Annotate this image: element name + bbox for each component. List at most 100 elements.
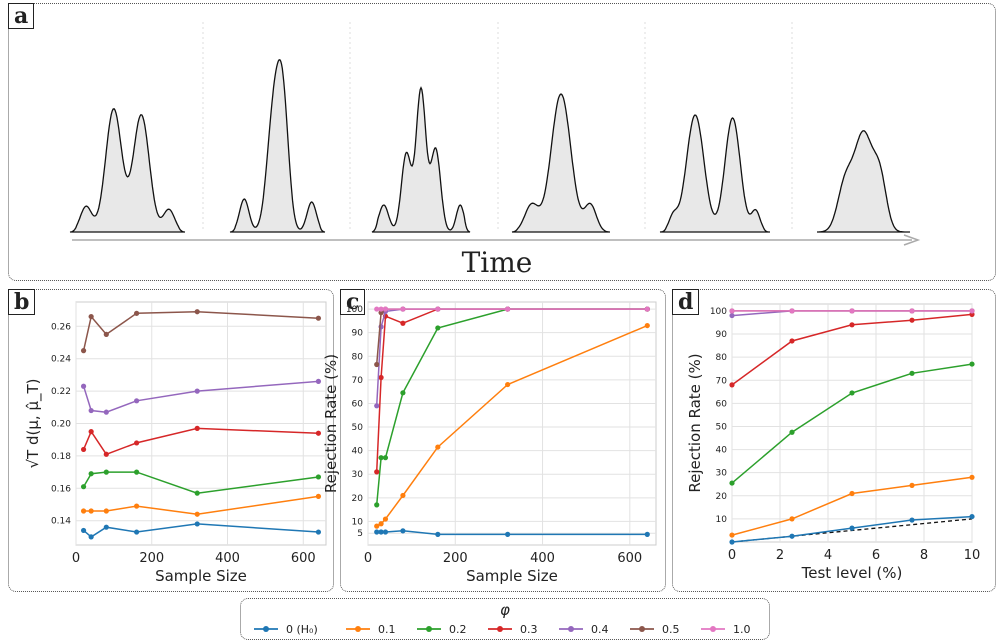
data-point [374, 403, 380, 409]
y-tick-label: 60 [716, 399, 728, 409]
data-point [194, 511, 200, 517]
data-point [134, 440, 140, 446]
data-point [729, 539, 735, 545]
data-point [789, 338, 795, 344]
data-point [909, 308, 915, 314]
x-tick-label: 600 [291, 551, 316, 566]
rejection-vs-sample-chart: 0 200 400 600 5 10 20 30 40 50 60 70 80 90 100 Sample S… [322, 301, 657, 585]
data-point [374, 361, 380, 368]
y-tick-label: 90 [716, 330, 728, 340]
panel-label-b: b [8, 289, 36, 315]
data-point [378, 306, 384, 312]
data-point [729, 532, 735, 538]
data-point [400, 528, 406, 534]
data-point [435, 325, 441, 331]
y-axis-label: Rejection Rate (%) [322, 354, 340, 493]
data-point [435, 306, 441, 312]
density-curve [69, 108, 186, 233]
data-point [103, 508, 109, 514]
data-point [80, 446, 87, 453]
data-point [378, 455, 384, 461]
x-axis-label: Sample Size [466, 567, 558, 585]
legend-item-label: 0.1 [378, 623, 396, 636]
data-point [435, 444, 441, 450]
series-line [82, 310, 319, 351]
y-tick-label: 70 [716, 376, 728, 386]
time-arrow-head [903, 234, 921, 246]
data-point [400, 390, 406, 396]
x-tick-label: 600 [617, 551, 642, 566]
rejection-vs-level-chart: 0 2 4 6 8 10 10 20 30 40 50 60 70 80 90 100 Test level (… [686, 303, 980, 582]
data-point [729, 308, 735, 314]
x-tick-label: 2 [776, 548, 784, 563]
data-point [88, 471, 94, 477]
panel-label-d: d [672, 289, 700, 315]
data-point [400, 320, 406, 326]
y-axis-label: √T d(μ, μ̂_T) [24, 379, 43, 469]
series-line [82, 427, 319, 456]
data-point [382, 529, 389, 535]
data-point [315, 474, 322, 480]
data-point [849, 525, 855, 531]
data-point [505, 531, 511, 537]
data-point [849, 390, 855, 396]
legend-items: φ 0 (H₀) 0.1 0.2 0.3 0.4 0.5 1.0 [254, 601, 751, 636]
legend-swatch-marker [568, 626, 574, 632]
x-tick-label: 0 [72, 551, 80, 566]
x-tick-label: 400 [215, 551, 240, 566]
data-point [969, 474, 975, 480]
data-point [134, 310, 140, 316]
panel-label-a: a [8, 3, 35, 29]
data-point [103, 409, 109, 415]
y-tick-label: 10 [716, 515, 728, 525]
legend-swatch-marker [355, 626, 361, 632]
y-tick-label: 20 [716, 492, 728, 502]
panel-a: a [8, 3, 996, 281]
data-point [435, 531, 441, 537]
data-point [315, 378, 322, 384]
y-axis-label: Rejection Rate (%) [686, 353, 704, 492]
panel-d: d [672, 289, 996, 592]
legend-item-label: 0.3 [520, 623, 538, 636]
data-point [103, 524, 109, 530]
y-tick-label: 0.24 [51, 355, 71, 365]
data-point [103, 331, 109, 337]
y-tick-label: 0.20 [51, 420, 71, 430]
x-tick-label: 8 [920, 548, 928, 563]
x-axis-label: Sample Size [155, 567, 247, 585]
x-tick-label: 0 [364, 551, 372, 566]
y-tick-label: 0.14 [51, 517, 71, 527]
data-point [644, 306, 650, 312]
data-point [194, 309, 200, 315]
legend-swatch-marker [497, 626, 503, 632]
data-point [644, 322, 650, 329]
density-sequence-chart: Time [69, 22, 921, 279]
data-point [374, 469, 380, 475]
density-curve [511, 93, 610, 233]
density-curve [371, 86, 471, 233]
data-point [849, 308, 855, 314]
data-point [382, 455, 389, 461]
legend-swatch-marker [263, 626, 269, 632]
data-point [194, 388, 200, 394]
data-point [378, 521, 384, 527]
data-point [88, 407, 94, 414]
x-tick-label: 0 [728, 548, 736, 563]
legend [240, 598, 770, 640]
data-point [374, 529, 380, 535]
legend-item-label: 0.5 [662, 623, 680, 636]
data-point [789, 516, 795, 522]
y-tick-label: 10 [352, 517, 364, 527]
y-tick-label: 0.16 [51, 484, 71, 494]
data-point [382, 516, 389, 522]
data-point [909, 482, 915, 488]
density-curve [659, 114, 770, 233]
plot-area [731, 303, 973, 543]
y-tick-label: 100 [710, 307, 727, 317]
data-point [374, 523, 380, 529]
y-tick-label: 30 [716, 469, 728, 479]
series-line [82, 380, 319, 413]
data-point [315, 529, 322, 535]
data-point [80, 348, 87, 354]
y-tick-label: 80 [716, 353, 728, 363]
